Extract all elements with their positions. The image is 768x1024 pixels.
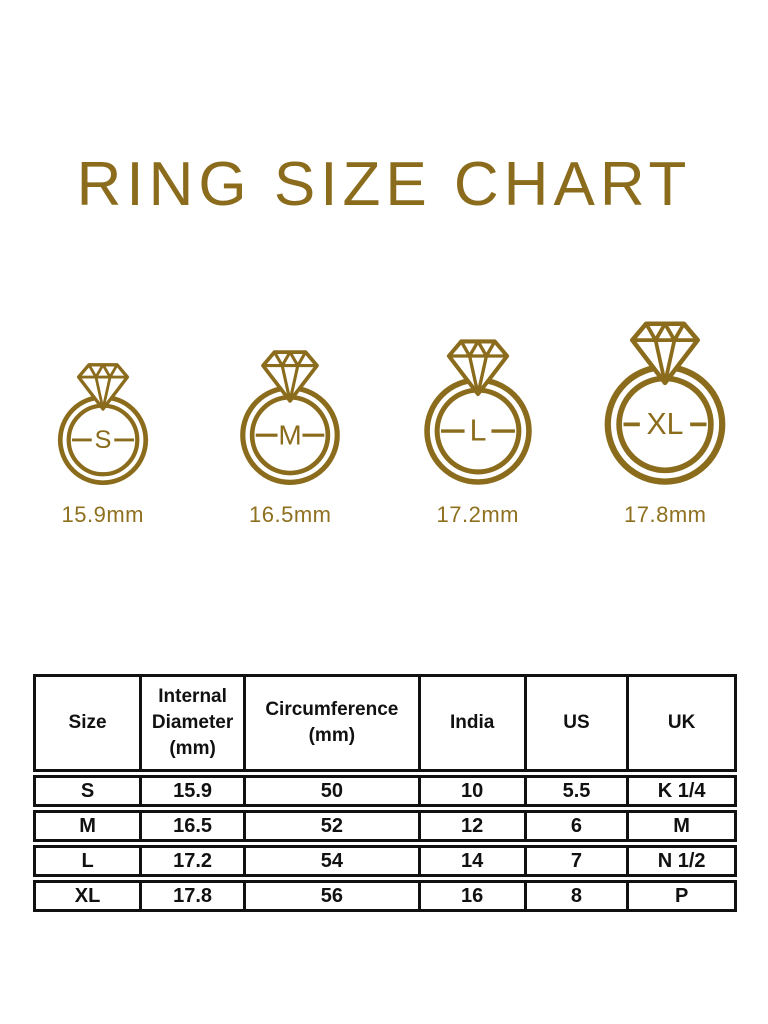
table-cell: 15.9 (142, 778, 247, 804)
ring-diameter-label: 17.2mm (436, 502, 519, 527)
table-row-xl: XL 17.8 56 16 8 P (33, 880, 737, 912)
ring-size-letter: L (469, 415, 486, 448)
table-cell: 56 (246, 883, 421, 909)
ring-size-item-l: L 17.2mm (384, 316, 572, 528)
ring-size-item-m: M 16.5mm (197, 316, 385, 528)
table-cell: N 1/2 (657, 849, 706, 872)
header-cell: India (421, 677, 527, 769)
ring-size-letter: S (94, 426, 111, 454)
table-cell: 17.8 (142, 883, 247, 909)
table-row-l: L 17.2 54 14 7 N 1/2 (33, 845, 737, 877)
table-cell: M (673, 814, 690, 837)
ring-size-letter: M (279, 420, 302, 451)
header-cell: UK (667, 712, 696, 733)
header-cell: US (527, 677, 630, 769)
table-cell: 8 (527, 883, 630, 909)
ring-size-letter: XL (647, 408, 684, 441)
table-cell: 12 (421, 813, 527, 839)
table-cell: 5.5 (527, 778, 630, 804)
table-cell: 6 (527, 813, 630, 839)
header-cell: Size (36, 677, 143, 769)
ring-icon-wrap: S (56, 316, 150, 486)
table-cell: 17.2 (142, 848, 247, 874)
table-cell: L (36, 848, 143, 874)
table-header-row: Size Internal Diameter (mm) Circumference … (33, 674, 737, 772)
diamond-ring-icon: S (57, 363, 148, 486)
table-cell: K 1/4 (657, 779, 706, 802)
ring-icon-wrap: L (422, 316, 534, 486)
table-cell: 16 (421, 883, 527, 909)
header-cell: Internal Diameter (mm) (142, 677, 247, 769)
diamond-ring-icon: L (423, 339, 532, 485)
table-cell: 52 (246, 813, 421, 839)
ring-diameter-label: 17.8mm (624, 502, 707, 527)
table-cell: M (36, 813, 143, 839)
table-row-m: M 16.5 52 12 6 M (33, 810, 737, 842)
table-cell: 54 (246, 848, 421, 874)
table-cell: 7 (527, 848, 630, 874)
ring-size-table: Size Internal Diameter (mm) Circumference … (33, 674, 737, 912)
table-cell: XL (36, 883, 143, 909)
ring-diameter-label: 15.9mm (61, 502, 144, 527)
ring-diameter-label: 16.5mm (249, 502, 332, 527)
ring-illustrations-row: S 15.9mm M 16.5mm L 17.2mm XL 17.8mm (9, 316, 759, 528)
table-row-s: S 15.9 50 10 5.5 K 1/4 (33, 775, 737, 807)
table-cell: 16.5 (142, 813, 247, 839)
table-cell: S (36, 778, 143, 804)
diamond-ring-icon: XL (604, 321, 726, 485)
table-cell: 50 (246, 778, 421, 804)
ring-icon-wrap: XL (602, 316, 728, 486)
diamond-ring-icon: M (240, 350, 341, 485)
ring-size-item-s: S 15.9mm (9, 316, 197, 528)
ring-size-item-xl: XL 17.8mm (572, 316, 760, 528)
ring-size-chart-page: RING SIZE CHART S 15.9mm M 16.5mm L 17.2mm XL 1… (0, 150, 768, 1024)
table-cell: 10 (421, 778, 527, 804)
table-cell: P (674, 884, 689, 907)
ring-icon-wrap: M (238, 316, 342, 486)
table-cell: 14 (421, 848, 527, 874)
page-title: RING SIZE CHART (76, 150, 692, 219)
header-cell: Circumference (mm) (246, 677, 421, 769)
